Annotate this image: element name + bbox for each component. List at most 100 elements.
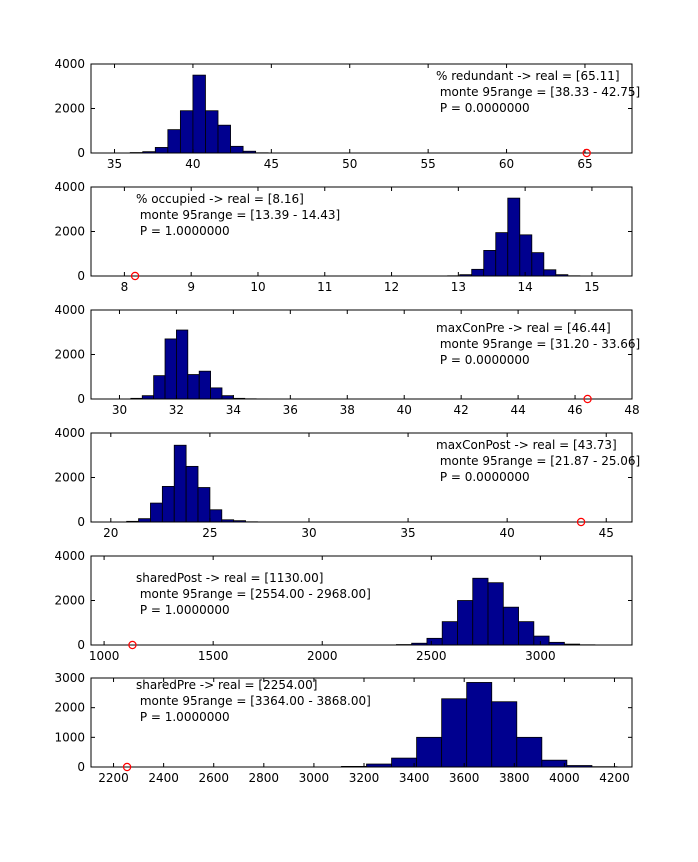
annotation-line: maxConPre -> real = [46.44] [436,321,611,335]
real-value-marker [122,762,132,772]
annotation-line: sharedPre -> real = [2254.00] [136,678,317,692]
x-tick-label: 2800 [249,771,280,785]
histogram-bar [391,757,418,768]
x-tick-label: 8 [121,280,129,294]
x-tick-label: 40 [397,403,412,417]
y-tick-label: 0 [77,760,85,774]
x-tick-label: 1500 [198,649,229,663]
x-tick-label: 14 [517,280,532,294]
axes-border [90,677,633,768]
x-tick-label: 60 [499,157,514,171]
y-tick-label: 4000 [54,303,85,317]
x-tick-label: 10 [250,280,265,294]
histogram-bar [466,682,493,768]
x-tick-label: 15 [584,280,599,294]
y-tick-label: 4000 [54,426,85,440]
x-tick-label: 4000 [549,771,580,785]
x-tick-label: 35 [107,157,122,171]
annotation-line: P = 1.0000000 [136,603,230,617]
x-tick-label: 3000 [525,649,556,663]
x-tick-label: 2400 [148,771,179,785]
annotation-line: monte 95range = [3364.00 - 3868.00] [136,694,371,708]
x-tick-label: 45 [599,526,614,540]
subplot-3: 30 32 34 36 38 40 42 44 46 48 0 2000 4000 maxConPre -… [54,303,640,417]
real-value-marker [128,640,137,650]
x-tick-label: 42 [454,403,469,417]
histogram-bar [210,387,223,400]
histogram-bar [230,145,244,154]
annotation-line: P = 0.0000000 [436,101,530,115]
histogram-bar [502,606,519,646]
annotation-line: sharedPost -> real = [1130.00] [136,571,323,585]
x-tick-label: 46 [567,403,582,417]
annotation-line: % redundant -> real = [65.11] [436,69,620,83]
x-tick-label: 20 [103,526,118,540]
x-tick-label: 13 [451,280,466,294]
annotation-line: monte 95range = [2554.00 - 2968.00] [136,587,371,601]
histogram-bar [543,269,557,277]
histogram-bar [187,374,200,400]
y-tick-label: 2000 [54,471,85,485]
histogram-bar [192,74,206,154]
histogram-bar [457,600,474,646]
y-tick-label: 4000 [54,549,85,563]
histogram-bar [205,110,219,154]
y-tick-label: 0 [77,515,85,529]
x-tick-label: 3200 [349,771,380,785]
x-tick-label: 2000 [307,649,338,663]
x-tick-label: 11 [317,280,332,294]
x-tick-label: 45 [264,157,279,171]
histogram-bar [154,147,169,154]
histogram-bar [541,759,568,768]
histogram-bar [161,485,175,523]
y-tick-label: 4000 [54,180,85,194]
histogram-bar [153,375,166,400]
x-tick-label: 32 [169,403,184,417]
histogram-bar [150,502,163,523]
x-tick-label: 25 [202,526,217,540]
x-tick-label: 34 [226,403,241,417]
annotation-line: maxConPost -> real = [43.73] [436,438,617,452]
histogram-bar [138,518,151,523]
x-tick-label: 30 [301,526,316,540]
x-tick-label: 4200 [599,771,630,785]
y-tick-label: 0 [77,269,85,283]
annotation-line: P = 1.0000000 [136,710,230,724]
y-tick-label: 1000 [54,730,85,744]
x-tick-label: 9 [187,280,195,294]
histogram-bar [441,698,468,768]
subplot-1: 35 40 45 50 55 60 65 0 2000 4000 % redundant -> re… [54,57,640,171]
x-tick-label: 35 [400,526,415,540]
histogram-bar [173,444,187,523]
annotation-line: P = 1.0000000 [136,224,230,238]
y-tick-label: 2000 [54,225,85,239]
real-value-marker [582,148,591,158]
real-value-marker [130,271,140,281]
subplot-2: 8 9 10 11 12 13 14 15 0 2000 4000 % occupied -> rea… [54,180,633,294]
x-tick-label: 3400 [399,771,430,785]
y-tick-label: 2000 [54,594,85,608]
subplot-5: 1000 1500 2000 2500 3000 0 2000 4000 sharedPost … [54,549,633,663]
x-tick-label: 30 [112,403,127,417]
real-value-marker [583,394,592,404]
histogram-bar [519,234,533,277]
y-tick-label: 2000 [54,102,85,116]
y-tick-label: 0 [77,392,85,406]
x-tick-label: 3000 [299,771,330,785]
histogram-bar [198,370,211,400]
y-tick-label: 2000 [54,701,85,715]
histogram-bar [221,395,234,400]
y-tick-label: 0 [77,638,85,652]
annotation-line: % occupied -> real = [8.16] [136,192,304,206]
histogram-bar [441,621,458,646]
histogram-bar [416,736,443,768]
histogram-bar [518,621,535,646]
x-tick-label: 44 [510,403,525,417]
x-tick-label: 1000 [89,649,120,663]
histogram-bar [185,465,199,523]
x-tick-label: 40 [185,157,200,171]
x-tick-label: 2200 [98,771,129,785]
real-value-marker [576,517,586,527]
axes-frame [90,555,633,646]
histogram-bar [426,637,443,646]
